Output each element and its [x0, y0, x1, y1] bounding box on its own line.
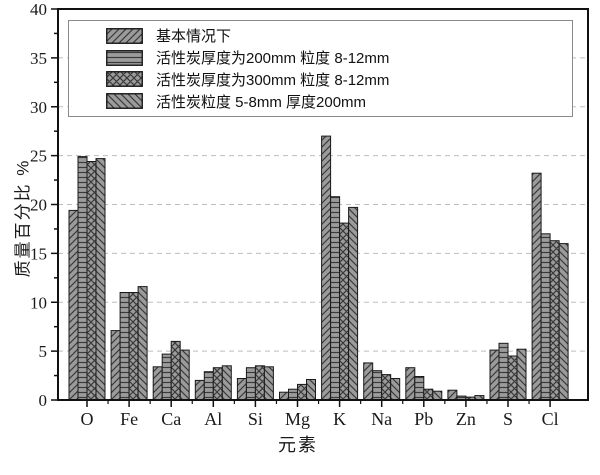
legend-label: 基本情况下	[156, 28, 232, 46]
x-tick-label: K	[333, 409, 346, 429]
bar-Al-series1	[194, 379, 205, 401]
x-tick-label: Ca	[161, 409, 181, 429]
x-tick-label: S	[503, 409, 513, 429]
bar-Na-series4	[390, 378, 401, 401]
legend-item: 活性炭厚度为300mm 粒度 8-12mm	[106, 69, 572, 90]
bar-Fe-series4	[137, 286, 148, 401]
bar-Al-series3	[212, 367, 223, 401]
bar-Na-series3	[381, 374, 392, 401]
bar-Ca-series3	[170, 340, 181, 401]
bar-Pb-series1	[405, 367, 416, 401]
legend-item: 活性炭厚度为200mm 粒度 8-12mm	[106, 47, 572, 68]
bar-Fe-series3	[128, 292, 139, 401]
y-tick-label: 40	[30, 0, 47, 19]
bar-Cl-series1	[531, 172, 542, 401]
bar-Si-series1	[236, 378, 247, 401]
x-tick-label: O	[81, 409, 94, 429]
bar-Pb-series2	[414, 376, 425, 401]
bar-S-series4	[516, 348, 527, 401]
bar-Ca-series4	[179, 349, 190, 401]
y-tick-label: 20	[30, 196, 47, 215]
y-tick-label: 10	[30, 293, 47, 312]
bar-O-series2	[77, 156, 88, 401]
x-tick-label: Al	[204, 409, 222, 429]
bar-Cl-series4	[558, 243, 569, 401]
x-tick-label: Zn	[456, 409, 476, 429]
bar-Fe-series2	[119, 292, 130, 401]
bar-Cl-series2	[540, 233, 551, 401]
bar-Mg-series3	[297, 383, 307, 401]
bar-Ca-series1	[152, 366, 163, 401]
bar-K-series1	[321, 135, 332, 401]
legend-label: 活性炭厚度为300mm 粒度 8-12mm	[156, 71, 390, 89]
bar-Si-series3	[254, 365, 265, 401]
legend-swatch-diagonal-forward-icon	[106, 27, 143, 44]
x-tick-label: Na	[371, 409, 392, 429]
bar-O-series1	[68, 209, 79, 401]
x-tick-label: Si	[248, 409, 263, 429]
legend-swatch-diagonal-back-icon	[106, 93, 143, 110]
legend-item: 活性炭粒度 5-8mm 厚度200mm	[106, 91, 572, 112]
bar-Zn-series1	[447, 389, 458, 401]
bar-Cl-series3	[549, 240, 560, 401]
bar-S-series1	[489, 349, 500, 401]
bar-S-series2	[498, 342, 509, 401]
y-tick-label: 25	[30, 147, 47, 166]
bar-Fe-series1	[110, 330, 121, 401]
bar-Mg-series4	[306, 379, 316, 401]
bar-Si-series4	[263, 366, 274, 401]
x-tick-label: Pb	[414, 409, 433, 429]
bar-O-series4	[95, 158, 106, 401]
x-axis-title: 元素	[278, 435, 318, 455]
y-tick-label: 5	[39, 342, 48, 361]
bar-Pb-series3	[423, 388, 434, 401]
bar-Ca-series2	[161, 353, 172, 401]
y-tick-label: 35	[30, 49, 47, 68]
x-tick-label: Cl	[542, 409, 559, 429]
legend-swatch-horizontal-icon	[106, 49, 143, 66]
bar-S-series3	[507, 355, 518, 401]
bar-O-series3	[86, 161, 97, 401]
y-tick-label: 30	[30, 98, 47, 117]
bar-Al-series2	[203, 371, 214, 401]
bar-Si-series2	[245, 367, 256, 401]
x-tick-label: Mg	[285, 409, 310, 429]
bar-K-series3	[339, 222, 350, 401]
legend-swatch-crosshatch-icon	[106, 71, 143, 88]
bar-Mg-series1	[279, 391, 289, 401]
legend-label: 活性炭粒度 5-8mm 厚度200mm	[156, 93, 367, 111]
x-tick-label: Fe	[120, 409, 138, 429]
legend: 基本情况下 活性炭厚度为200mm 粒度 8-12mm 活性炭厚度为300mm …	[68, 20, 573, 117]
bar-Pb-series4	[432, 390, 443, 401]
legend-label: 活性炭厚度为200mm 粒度 8-12mm	[156, 50, 390, 68]
y-tick-label: 0	[39, 391, 48, 410]
bar-Na-series1	[363, 362, 374, 401]
bar-Na-series2	[372, 370, 383, 401]
bar-Mg-series2	[288, 388, 298, 401]
y-axis-title: 质量百分比 %	[13, 158, 33, 278]
bar-Al-series4	[221, 365, 232, 401]
legend-item: 基本情况下	[106, 25, 572, 46]
bar-K-series4	[348, 206, 359, 401]
y-tick-label: 15	[30, 244, 47, 263]
bar-K-series2	[330, 196, 341, 401]
